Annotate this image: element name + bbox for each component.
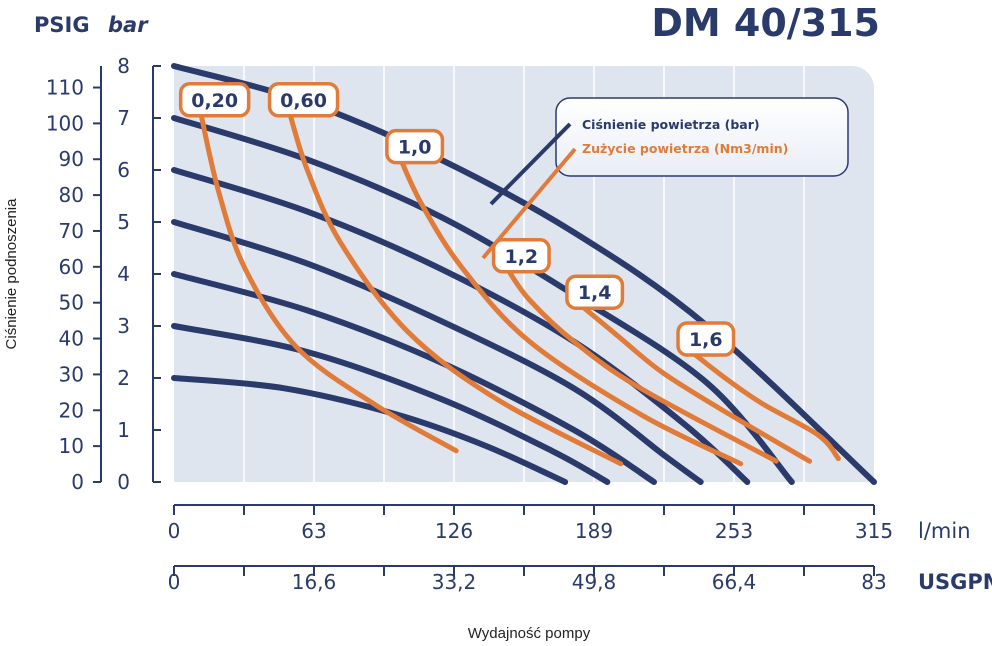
y-tick-label-bar: 2 [117, 366, 130, 390]
pressure-curve [171, 167, 751, 485]
x-tick-label: 49,8 [572, 570, 617, 594]
x-unit-lmin: l/min [918, 519, 971, 543]
y-tick-label-psig: 20 [59, 398, 84, 422]
y-tick-label-psig: 90 [59, 147, 84, 171]
y-tick-label-bar: 7 [117, 106, 130, 130]
consumption-curve [578, 302, 813, 464]
x-tick-label: 189 [575, 519, 613, 543]
consumption-tag-label: 1,4 [578, 282, 612, 304]
consumption-tags: 0,20 0,60 1,0 1,2 1,4 1,6 [178, 82, 736, 357]
y-tick-label-psig: 110 [46, 76, 84, 100]
y-tick-label-bar: 6 [117, 158, 130, 182]
x-tick-label: 66,4 [712, 570, 757, 594]
y-axis-title: Ciśnienie podnoszenia [3, 198, 20, 350]
y-tick-label-psig: 40 [59, 327, 84, 351]
consumption-tag-box [385, 128, 445, 165]
x-tick-label: 315 [855, 519, 893, 543]
y-unit-bar: bar [108, 13, 149, 37]
consumption-curve [287, 110, 624, 467]
y-tick-label-psig: 0 [71, 470, 84, 494]
y-tick-label-psig: 50 [59, 291, 84, 315]
consumption-tag-box [267, 82, 340, 118]
y-ticks-bar: 0 1 2 3 4 5 6 7 8 [117, 54, 161, 494]
pressure-curve [171, 323, 611, 485]
x-tick-label: 253 [715, 519, 753, 543]
legend: Ciśnienie powietrza (bar) Zużycie powiet… [481, 97, 849, 260]
consumption-curve [689, 349, 841, 462]
y-tick-label-bar: 0 [117, 470, 130, 494]
y-tick-label-psig: 30 [59, 362, 84, 386]
y-unit-psig: PSIG [34, 13, 90, 37]
x-tick-label: 0 [168, 570, 181, 594]
y-tick-label-bar: 8 [117, 54, 130, 78]
consumption-curve [398, 157, 744, 467]
y-tick-label-psig: 60 [59, 255, 84, 279]
y-tick-label-bar: 4 [117, 262, 130, 286]
x-axis-title: Wydajność pompy [468, 625, 591, 642]
consumption-tag-label: 1,6 [689, 329, 723, 351]
y-tick-label-bar: 1 [117, 418, 130, 442]
x-tick-label: 16,6 [292, 570, 337, 594]
consumption-curves [198, 110, 841, 467]
consumption-tag-box [491, 238, 551, 274]
y-ticks-psig: 0 10 20 30 40 50 60 70 80 90 100 110 [46, 76, 101, 494]
consumption-curve [504, 266, 779, 464]
consumption-tag-label: 1,2 [504, 246, 538, 268]
x-tick-label: 0 [168, 519, 181, 543]
legend-pointer-pressure [489, 122, 572, 206]
y-tick-label-psig: 10 [59, 434, 84, 458]
chart-title: DM 40/315 [651, 1, 880, 45]
pressure-curve [171, 375, 569, 485]
y-tick-label-bar: 5 [117, 210, 130, 234]
y-tick-label-psig: 80 [59, 183, 84, 207]
x-unit-usgpm: USGPM [918, 570, 992, 594]
consumption-curve [198, 110, 459, 454]
consumption-tag-box [676, 321, 736, 357]
consumption-tag-label: 0,20 [191, 90, 238, 112]
y-tick-label-psig: 100 [46, 111, 84, 135]
y-tick-label-bar: 3 [117, 314, 130, 338]
legend-label-consumption: Zużycie powietrza (Nm3/min) [582, 141, 788, 156]
consumption-tag-box [565, 274, 625, 310]
x-tick-label: 63 [301, 519, 326, 543]
consumption-tag-label: 1,0 [398, 137, 432, 159]
y-tick-label-psig: 70 [59, 219, 84, 243]
pressure-curve [171, 219, 704, 485]
legend-box [555, 97, 849, 177]
consumption-tag-label: 0,60 [280, 90, 327, 112]
x-ticks-usgpm: 0 16,6 33,2 49,8 66,4 83 [168, 566, 887, 594]
legend-pointer-consumption [481, 147, 577, 260]
consumption-tag-box [178, 82, 251, 118]
legend-label-pressure: Ciśnienie powietrza (bar) [582, 117, 760, 132]
x-ticks-lmin: 0 63 126 189 253 315 [168, 505, 893, 543]
x-tick-label: 83 [861, 570, 886, 594]
x-tick-label: 126 [435, 519, 473, 543]
x-tick-label: 33,2 [432, 570, 477, 594]
